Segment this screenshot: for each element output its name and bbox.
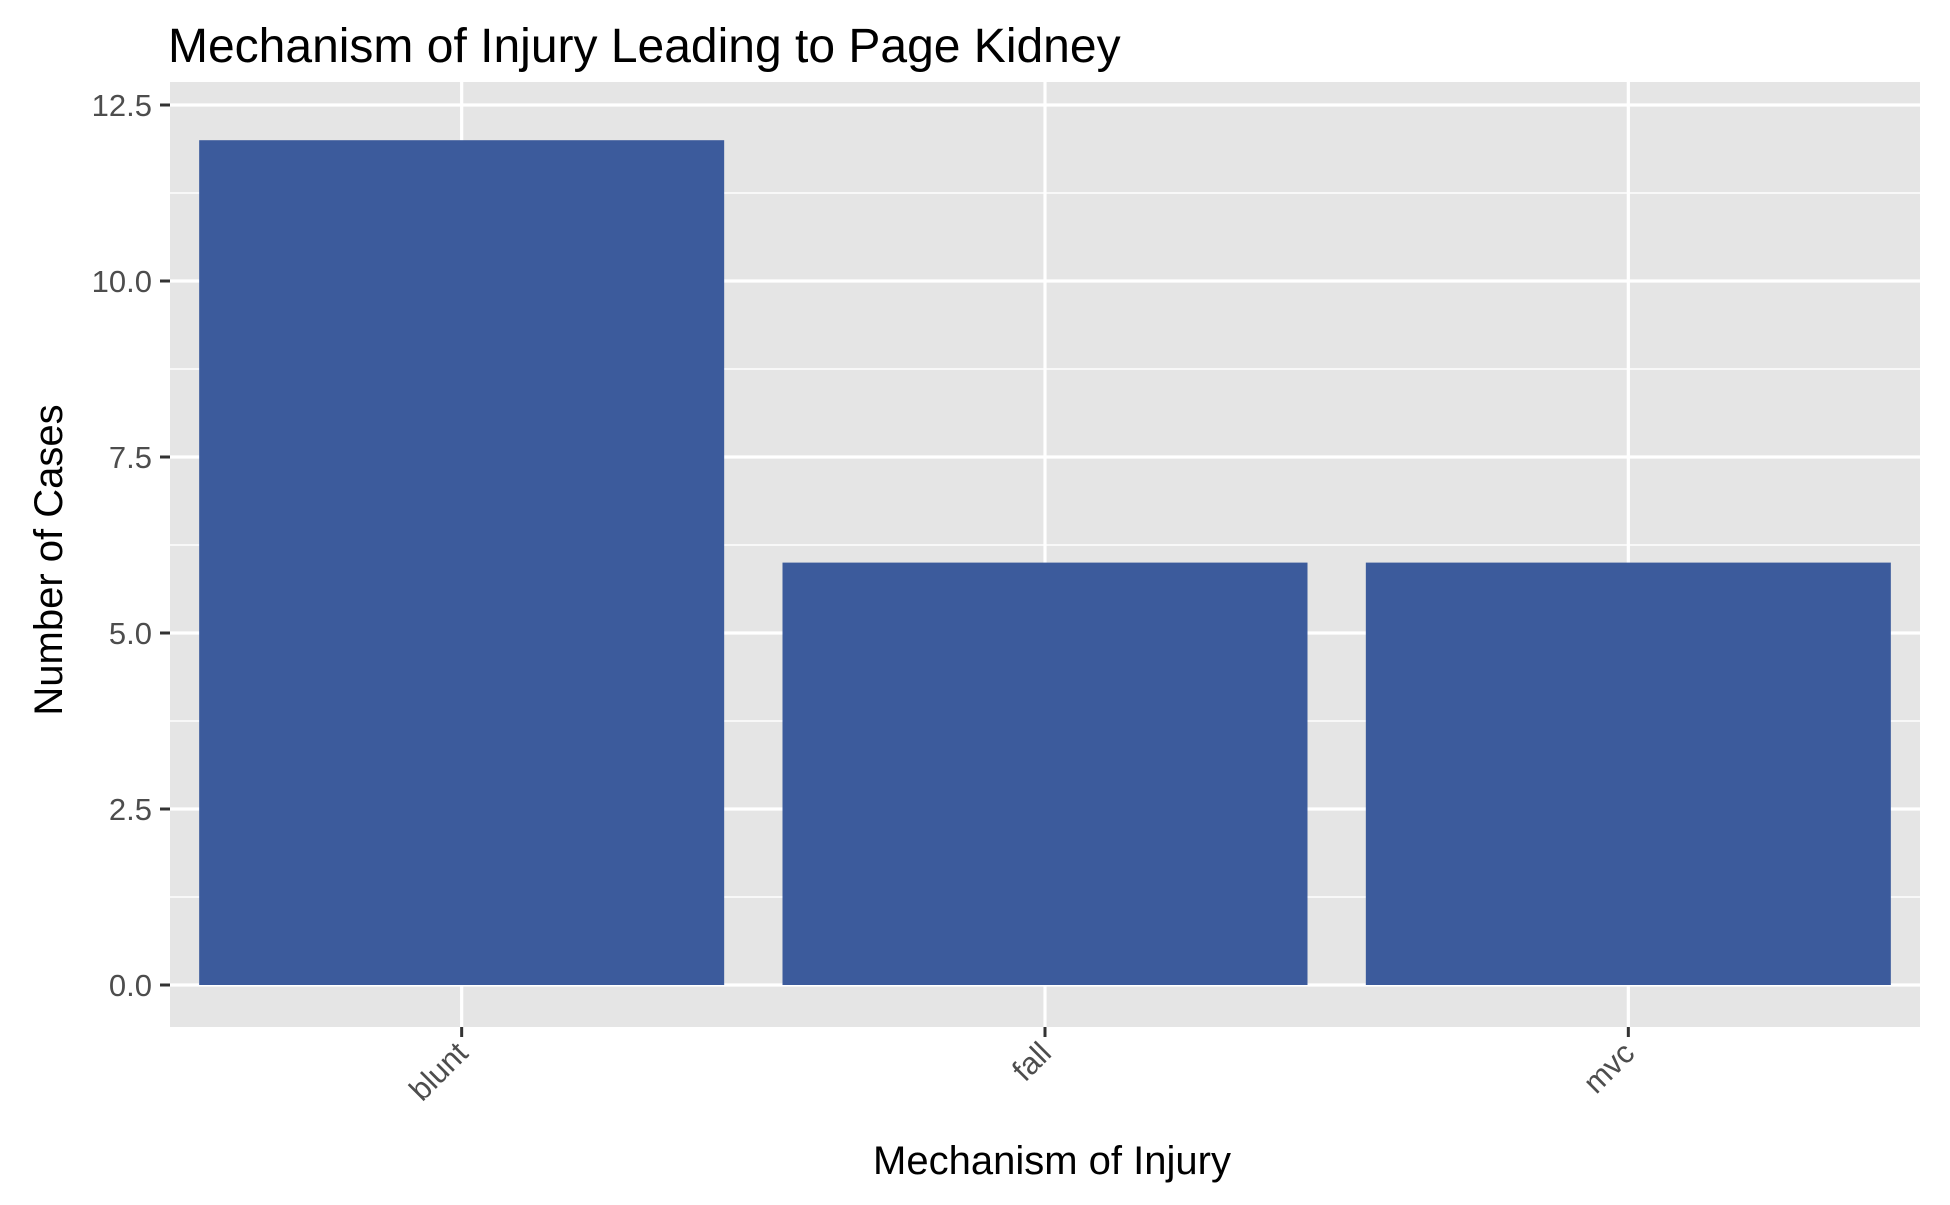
x-axis-ticks: blunt fall mvc [402,1027,1641,1107]
y-axis-title: Number of Cases [27,404,71,715]
y-tick-label: 5.0 [109,616,152,651]
bar-blunt [199,140,725,985]
x-tick-label: blunt [402,1035,475,1108]
bar-fall [782,562,1308,985]
y-tick-label: 10.0 [92,264,152,299]
bar-mvc [1365,562,1891,985]
y-tick-label: 2.5 [109,792,152,827]
y-axis-ticks: 0.0 2.5 5.0 7.5 10.0 12.5 [92,88,170,1003]
chart-title: Mechanism of Injury Leading to Page Kidn… [168,20,1121,73]
y-tick-label: 12.5 [92,88,152,123]
x-axis-title: Mechanism of Injury [873,1139,1231,1183]
y-tick-label: 7.5 [109,440,152,475]
x-tick-label: mvc [1576,1035,1641,1100]
y-tick-label: 0.0 [109,968,152,1003]
x-tick-label: fall [1005,1035,1058,1088]
bars [199,140,1891,985]
